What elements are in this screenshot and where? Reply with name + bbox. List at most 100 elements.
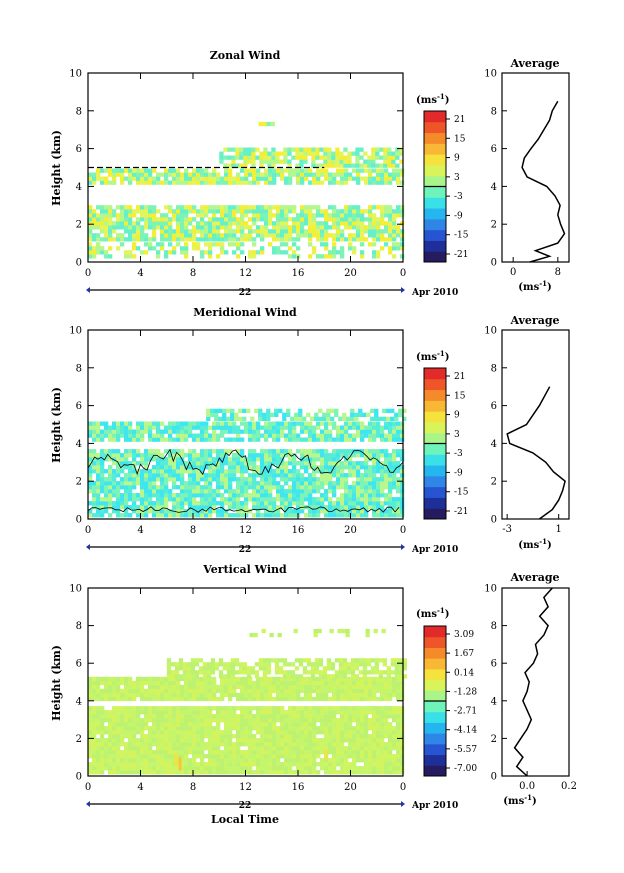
vertical-heat-cell bbox=[364, 766, 369, 771]
meridional-heat-cell bbox=[200, 469, 205, 474]
vertical-heat-cell bbox=[364, 706, 369, 711]
meridional-average-unit: (ms-1) bbox=[518, 537, 551, 551]
meridional-heat-cell bbox=[116, 509, 121, 514]
meridional-heat-cell bbox=[400, 429, 405, 434]
vertical-heat-cell bbox=[364, 710, 369, 715]
vertical-heat-cell bbox=[360, 710, 365, 715]
meridional-heat-cell bbox=[296, 501, 301, 506]
zonal-heat-cell bbox=[148, 221, 153, 226]
vertical-heat-cell bbox=[364, 718, 369, 723]
meridional-ytick-label: 2 bbox=[76, 477, 82, 488]
vertical-heat-cell bbox=[196, 770, 201, 775]
zonal-heat-cell bbox=[204, 225, 209, 230]
vertical-heat-cell bbox=[172, 726, 177, 731]
zonal-heat-cell bbox=[324, 221, 329, 226]
vertical-heat-cell bbox=[240, 684, 245, 690]
zonal-heat-cell bbox=[296, 213, 301, 218]
vertical-heat-cell bbox=[92, 762, 97, 767]
meridional-heat-cell bbox=[344, 433, 349, 438]
zonal-heat-cell bbox=[216, 176, 221, 181]
meridional-heat-cell bbox=[292, 489, 297, 494]
vertical-heat-cell bbox=[206, 670, 212, 675]
zonal-heat-cell bbox=[296, 237, 301, 242]
vertical-heat-cell bbox=[316, 696, 321, 702]
meridional-heat-cell bbox=[384, 421, 389, 426]
zonal-heat-cell bbox=[348, 246, 353, 251]
vertical-heat-cell bbox=[280, 676, 285, 682]
vertical-heat-cell bbox=[384, 714, 389, 719]
vertical-heat-cell bbox=[132, 692, 137, 698]
meridional-heat-cell bbox=[376, 477, 381, 482]
vertical-heat-cell bbox=[396, 676, 401, 682]
zonal-heat-cell bbox=[200, 229, 205, 234]
vertical-heat-cell bbox=[140, 706, 145, 711]
meridional-heat-cell bbox=[112, 429, 117, 434]
vertical-heat-cell bbox=[314, 666, 320, 671]
vertical-heat-cell bbox=[290, 662, 296, 667]
vertical-heat-cell bbox=[372, 676, 377, 682]
meridional-heat-cell bbox=[400, 465, 405, 470]
zonal-heat-cell bbox=[295, 163, 300, 168]
zonal-heat-cell bbox=[323, 159, 328, 164]
meridional-average-frame bbox=[501, 329, 570, 520]
zonal-heat-cell bbox=[340, 237, 345, 242]
vertical-heat-cell bbox=[180, 718, 185, 723]
zonal-heat-cell bbox=[92, 254, 97, 259]
vertical-heat-cell bbox=[400, 746, 405, 751]
vertical-heat-cell bbox=[316, 742, 321, 747]
vertical-heat-cell bbox=[108, 680, 113, 686]
vertical-heat-cell bbox=[376, 718, 381, 723]
zonal-colorbar-band bbox=[424, 186, 446, 198]
zonal-heat-cell bbox=[231, 159, 236, 164]
vertical-heat-cell bbox=[140, 722, 145, 727]
meridional-heat-cell bbox=[384, 485, 389, 490]
vertical-heat-cell bbox=[264, 706, 269, 711]
meridional-heat-cell bbox=[300, 493, 305, 498]
meridional-heat-cell bbox=[248, 433, 253, 438]
meridional-heat-cell bbox=[260, 481, 265, 486]
zonal-heat-cell bbox=[276, 172, 281, 177]
meridional-heat-cell bbox=[192, 505, 197, 510]
vertical-heat-cell bbox=[222, 662, 228, 667]
vertical-heat-cell bbox=[208, 706, 213, 711]
zonal-heat-cell bbox=[292, 217, 297, 222]
vertical-heat-cell bbox=[400, 710, 405, 715]
zonal-heat-cell bbox=[124, 225, 129, 230]
vertical-heat-cell bbox=[312, 742, 317, 747]
vertical-heat-cell bbox=[192, 754, 197, 759]
zonal-heat-cell bbox=[140, 213, 145, 218]
meridional-heat-cell bbox=[104, 469, 109, 474]
vertical-heat-cell bbox=[172, 706, 177, 711]
zonal-heat-cell bbox=[156, 217, 161, 222]
meridional-heat-cell bbox=[248, 429, 253, 434]
zonal-heat-cell bbox=[284, 229, 289, 234]
meridional-heat-cell bbox=[380, 505, 385, 510]
vertical-heat-cell bbox=[304, 762, 309, 767]
vertical-heat-cell bbox=[356, 696, 361, 702]
vertical-heat-cell bbox=[300, 722, 305, 727]
zonal-heat-cell bbox=[204, 213, 209, 218]
vertical-heat-cell bbox=[120, 762, 125, 767]
vertical-heat-cell bbox=[268, 706, 273, 711]
vertical-heat-cell bbox=[244, 770, 249, 775]
meridional-heat-cell bbox=[256, 437, 261, 442]
vertical-heat-cell bbox=[188, 726, 193, 731]
zonal-heat-cell bbox=[204, 209, 209, 214]
meridional-date-day: 22 bbox=[239, 545, 252, 555]
vertical-heat-cell bbox=[320, 722, 325, 727]
meridional-heat-cell bbox=[324, 509, 329, 514]
zonal-heat-cell bbox=[144, 242, 149, 247]
meridional-heat-cell bbox=[320, 501, 325, 506]
vertical-heat-cell bbox=[292, 750, 297, 755]
vertical-heat-cell bbox=[372, 696, 377, 702]
vertical-heat-cell bbox=[332, 688, 337, 694]
vertical-heat-cell bbox=[340, 684, 345, 690]
zonal-heat-cell bbox=[184, 168, 189, 173]
vertical-heat-cell bbox=[192, 688, 197, 694]
vertical-heat-cell bbox=[232, 684, 237, 690]
zonal-colorbar-label: 9 bbox=[454, 154, 460, 164]
vertical-heat-cell bbox=[88, 714, 93, 719]
meridional-heat-cell bbox=[360, 505, 365, 510]
vertical-heat-cell bbox=[252, 746, 257, 751]
vertical-heat-cell bbox=[388, 750, 393, 755]
